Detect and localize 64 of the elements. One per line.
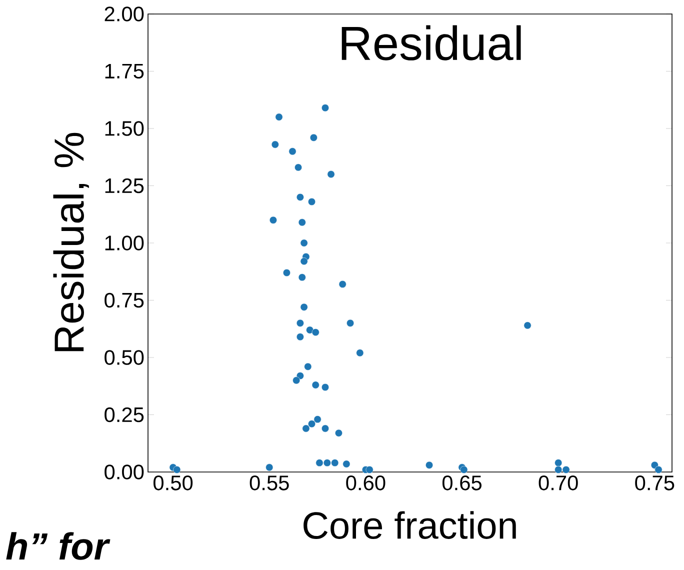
point bbox=[312, 381, 320, 389]
point bbox=[173, 466, 181, 474]
y-tick-label: 0.25 bbox=[104, 407, 144, 422]
y-tick-label: 2.00 bbox=[104, 6, 144, 22]
point bbox=[300, 239, 308, 247]
y-tick-label: 1.75 bbox=[105, 64, 144, 79]
point bbox=[321, 424, 329, 432]
point bbox=[323, 459, 331, 467]
point bbox=[426, 461, 434, 469]
point bbox=[306, 326, 314, 334]
point bbox=[292, 376, 300, 384]
point bbox=[366, 466, 374, 474]
point bbox=[298, 218, 306, 226]
point bbox=[654, 466, 662, 474]
point bbox=[294, 164, 302, 172]
point bbox=[321, 384, 329, 392]
x-tick-label: 0.75 bbox=[635, 476, 674, 490]
point bbox=[269, 216, 277, 224]
point bbox=[334, 429, 342, 437]
x-tick-label: 0.60 bbox=[346, 476, 386, 490]
point bbox=[554, 459, 562, 467]
point bbox=[312, 328, 320, 336]
point bbox=[308, 420, 316, 428]
point bbox=[310, 134, 318, 142]
point bbox=[316, 459, 324, 467]
point bbox=[300, 303, 308, 311]
x-tick-label: 0.50 bbox=[154, 476, 193, 490]
y-tick-label: 1.50 bbox=[105, 121, 144, 136]
point bbox=[300, 258, 308, 266]
point bbox=[296, 193, 304, 201]
y-tick-label: 1.00 bbox=[105, 236, 144, 250]
y-tick-label: 1.25 bbox=[105, 178, 144, 194]
point bbox=[296, 333, 304, 341]
chart-title: Residual bbox=[342, 25, 521, 60]
point bbox=[338, 280, 346, 288]
point bbox=[304, 362, 312, 370]
point bbox=[302, 424, 310, 432]
point bbox=[314, 416, 322, 424]
y-tick-label: 0.50 bbox=[104, 350, 144, 365]
x-axis-title: Core fraction bbox=[304, 511, 516, 539]
point bbox=[321, 104, 329, 112]
point bbox=[356, 349, 364, 357]
point bbox=[282, 269, 290, 277]
point bbox=[327, 170, 335, 178]
point bbox=[308, 198, 316, 206]
point bbox=[524, 322, 532, 330]
x-tick-label: 0.70 bbox=[538, 476, 578, 490]
point bbox=[562, 466, 570, 474]
y-tick-label: 0.75 bbox=[104, 292, 144, 308]
point bbox=[331, 459, 339, 467]
point bbox=[271, 140, 279, 148]
point bbox=[298, 274, 306, 282]
point bbox=[266, 464, 274, 472]
point bbox=[554, 466, 562, 474]
text: h” for bbox=[6, 532, 110, 560]
y-axis-title: Residual, % bbox=[53, 132, 89, 352]
point bbox=[288, 148, 296, 156]
point bbox=[296, 319, 304, 327]
x-tick-label: 0.65 bbox=[442, 476, 482, 490]
point bbox=[342, 460, 350, 468]
point bbox=[346, 319, 354, 327]
point bbox=[275, 113, 283, 121]
y-tick-label: 0.00 bbox=[104, 464, 144, 480]
x-tick-label: 0.55 bbox=[250, 476, 289, 490]
